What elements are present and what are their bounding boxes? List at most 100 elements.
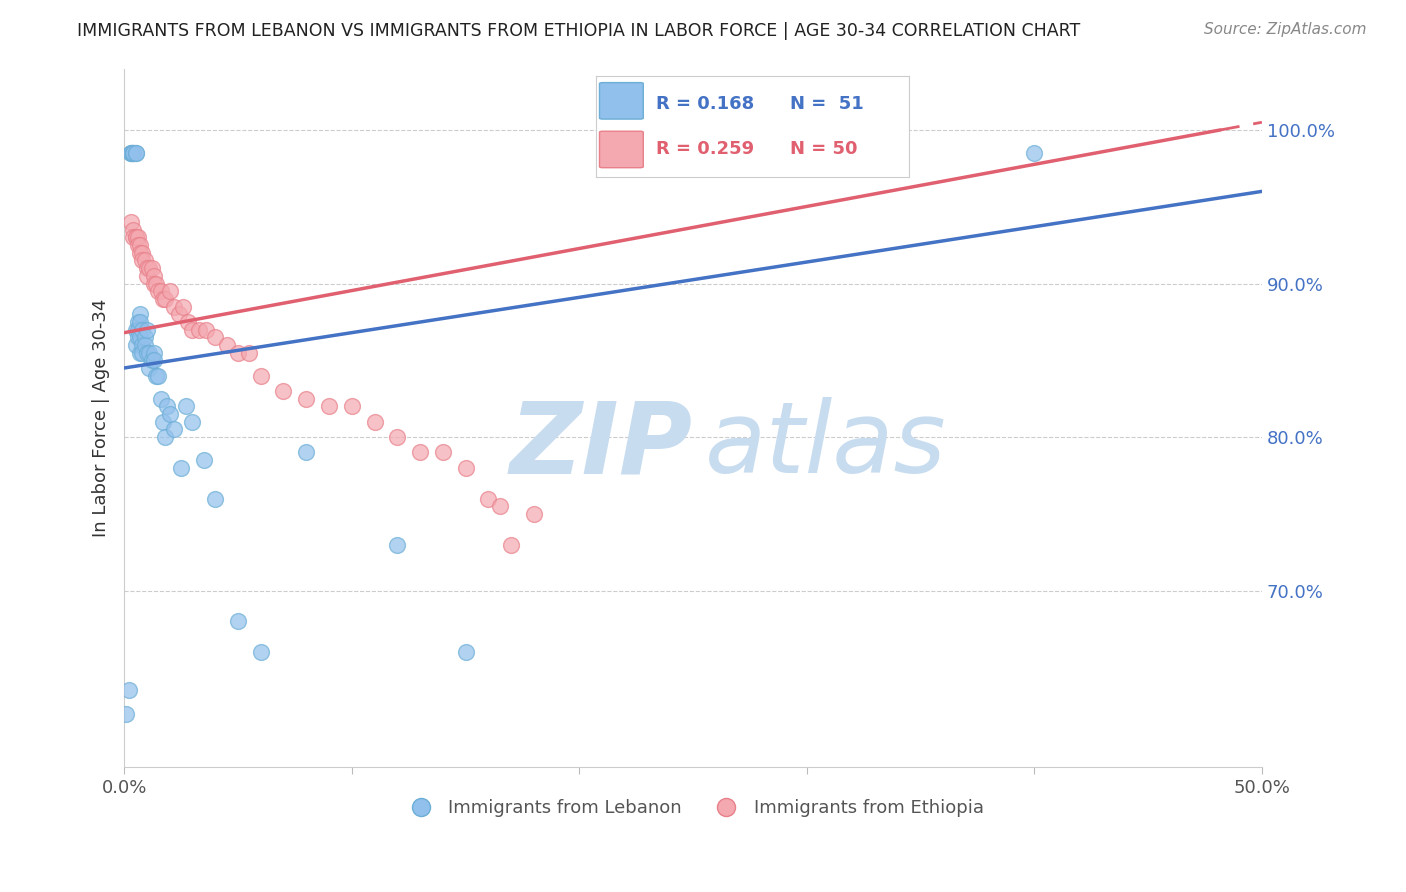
- Point: [226, 345, 249, 359]
- Point: [152, 292, 174, 306]
- Point: [142, 277, 165, 291]
- Point: [122, 146, 145, 161]
- Point: [124, 146, 146, 161]
- Point: [181, 322, 204, 336]
- Point: [167, 307, 190, 321]
- Point: [204, 491, 226, 506]
- Point: [149, 284, 172, 298]
- Point: [156, 400, 179, 414]
- Point: [138, 261, 160, 276]
- Point: [138, 361, 160, 376]
- Point: [120, 146, 142, 161]
- Point: [122, 146, 145, 161]
- Point: [129, 315, 152, 329]
- Point: [134, 253, 156, 268]
- Legend: Immigrants from Lebanon, Immigrants from Ethiopia: Immigrants from Lebanon, Immigrants from…: [395, 792, 991, 824]
- Point: [127, 238, 149, 252]
- Point: [1024, 146, 1046, 161]
- Point: [295, 392, 318, 406]
- Point: [193, 453, 215, 467]
- Point: [142, 353, 165, 368]
- Point: [124, 322, 146, 336]
- Y-axis label: In Labor Force | Age 30-34: In Labor Force | Age 30-34: [93, 299, 110, 537]
- Point: [172, 300, 194, 314]
- Point: [153, 430, 176, 444]
- Point: [409, 445, 432, 459]
- Point: [177, 315, 200, 329]
- Point: [141, 353, 163, 368]
- Point: [136, 261, 159, 276]
- Point: [226, 615, 249, 629]
- Point: [153, 292, 176, 306]
- Point: [131, 345, 153, 359]
- Point: [159, 284, 181, 298]
- Point: [127, 322, 149, 336]
- Point: [149, 392, 172, 406]
- Point: [129, 238, 152, 252]
- Point: [749, 146, 772, 161]
- Point: [454, 460, 477, 475]
- Point: [124, 146, 146, 161]
- Point: [124, 338, 146, 352]
- Point: [488, 499, 510, 513]
- Point: [273, 384, 295, 398]
- Point: [122, 223, 145, 237]
- Point: [118, 683, 141, 698]
- Point: [145, 277, 167, 291]
- Point: [129, 307, 152, 321]
- Point: [477, 491, 499, 506]
- Point: [523, 507, 546, 521]
- Text: Source: ZipAtlas.com: Source: ZipAtlas.com: [1204, 22, 1367, 37]
- Point: [145, 368, 167, 383]
- Point: [120, 146, 142, 161]
- Point: [142, 268, 165, 283]
- Point: [136, 345, 159, 359]
- Point: [127, 330, 149, 344]
- Point: [134, 330, 156, 344]
- Point: [148, 284, 170, 298]
- Point: [170, 460, 193, 475]
- Point: [124, 230, 146, 244]
- Point: [432, 445, 454, 459]
- Point: [120, 215, 142, 229]
- Point: [249, 645, 271, 659]
- Point: [115, 706, 138, 721]
- Point: [138, 345, 160, 359]
- Point: [174, 400, 197, 414]
- Point: [131, 253, 153, 268]
- Point: [152, 415, 174, 429]
- Point: [163, 300, 186, 314]
- Point: [188, 322, 211, 336]
- Point: [499, 538, 522, 552]
- Text: ZIP: ZIP: [510, 397, 693, 494]
- Point: [134, 338, 156, 352]
- Point: [249, 368, 271, 383]
- Point: [142, 345, 165, 359]
- Point: [148, 368, 170, 383]
- Point: [129, 345, 152, 359]
- Point: [181, 415, 204, 429]
- Text: atlas: atlas: [704, 397, 946, 494]
- Point: [195, 322, 218, 336]
- Point: [127, 230, 149, 244]
- Point: [136, 322, 159, 336]
- Point: [129, 330, 152, 344]
- Point: [204, 330, 226, 344]
- Point: [363, 415, 385, 429]
- Point: [163, 422, 186, 436]
- Point: [454, 645, 477, 659]
- Point: [131, 322, 153, 336]
- Point: [387, 430, 409, 444]
- Point: [387, 538, 409, 552]
- Point: [318, 400, 340, 414]
- Point: [120, 146, 142, 161]
- Point: [141, 261, 163, 276]
- Point: [122, 146, 145, 161]
- Point: [131, 338, 153, 352]
- Point: [129, 245, 152, 260]
- Point: [131, 245, 153, 260]
- Point: [238, 345, 260, 359]
- Point: [215, 338, 238, 352]
- Point: [295, 445, 318, 459]
- Point: [340, 400, 363, 414]
